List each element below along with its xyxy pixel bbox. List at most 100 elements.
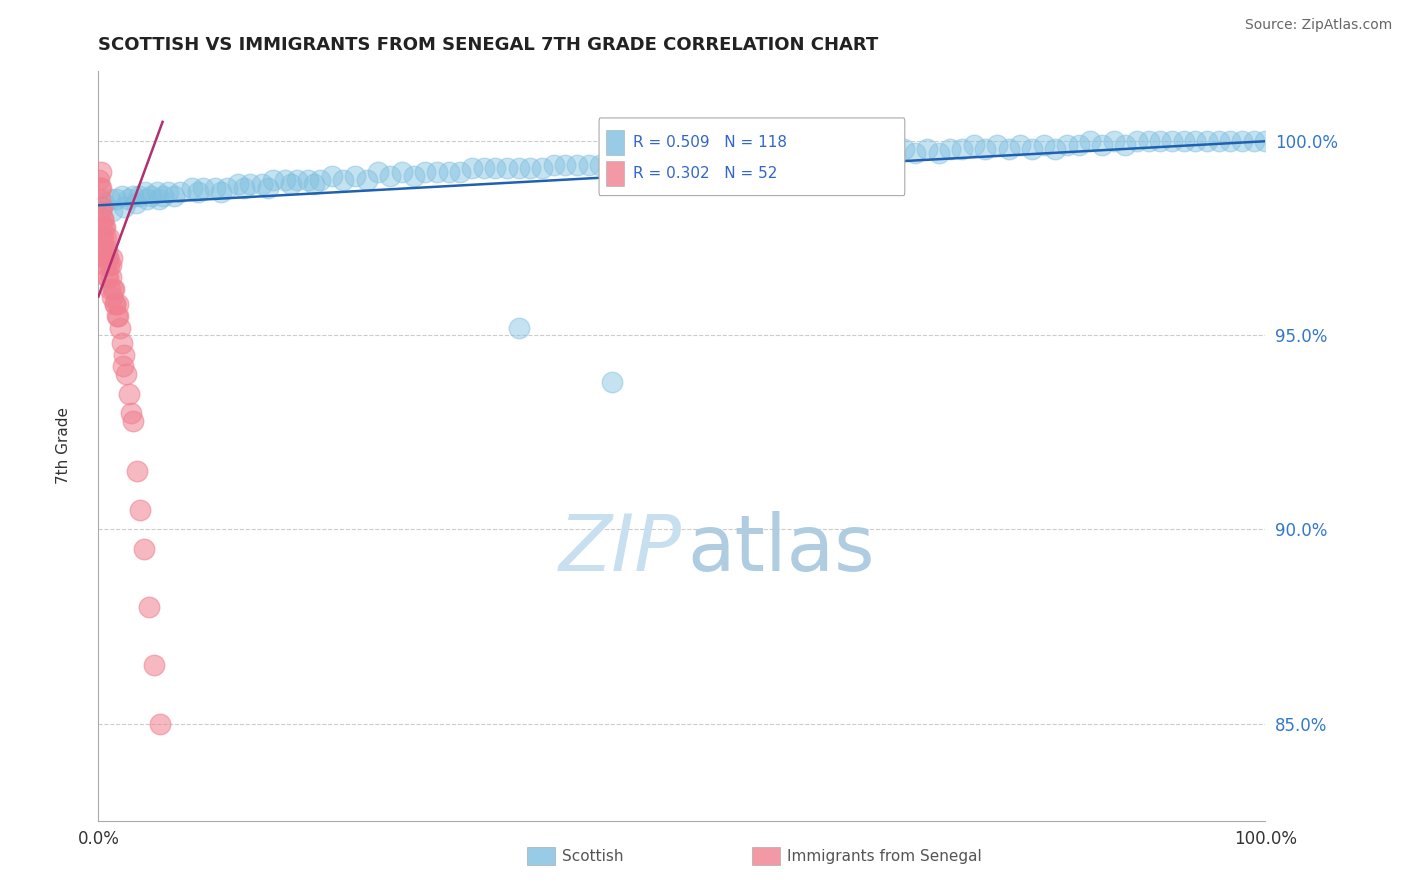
Point	[187, 185, 209, 199]
Point	[578, 157, 600, 171]
Point	[530, 161, 553, 176]
Point	[449, 165, 471, 179]
Point	[356, 173, 378, 187]
Point	[239, 177, 262, 191]
Point	[274, 173, 297, 187]
Point	[90, 219, 112, 234]
Point	[105, 309, 128, 323]
Point	[93, 196, 115, 211]
Point	[122, 188, 145, 202]
Point	[1208, 134, 1230, 148]
Point	[496, 161, 519, 176]
Point	[104, 193, 127, 207]
Point	[402, 169, 425, 184]
Point	[104, 297, 127, 311]
Point	[986, 138, 1008, 153]
Point	[118, 386, 141, 401]
Point	[107, 297, 129, 311]
Point	[730, 150, 752, 164]
Point	[91, 211, 114, 226]
Text: 7th Grade: 7th Grade	[56, 408, 70, 484]
Point	[304, 177, 326, 191]
Point	[180, 181, 202, 195]
Point	[132, 541, 155, 556]
Point	[437, 165, 460, 179]
Text: R = 0.302   N = 52: R = 0.302 N = 52	[633, 166, 778, 180]
Point	[98, 282, 121, 296]
Point	[309, 173, 332, 187]
Point	[1184, 134, 1206, 148]
Point	[893, 142, 915, 156]
Point	[93, 239, 115, 253]
Point	[149, 716, 172, 731]
Point	[89, 181, 111, 195]
Text: atlas: atlas	[688, 511, 876, 587]
Point	[89, 173, 111, 187]
Point	[321, 169, 343, 184]
Text: Scottish: Scottish	[562, 849, 624, 863]
Point	[111, 188, 134, 202]
Point	[380, 169, 402, 184]
Point	[962, 138, 984, 153]
Point	[1080, 134, 1102, 148]
Point	[1102, 134, 1125, 148]
Point	[508, 320, 530, 334]
Text: Immigrants from Senegal: Immigrants from Senegal	[787, 849, 983, 863]
Point	[98, 259, 121, 273]
Point	[233, 181, 256, 195]
Point	[209, 185, 232, 199]
Point	[1032, 138, 1054, 153]
Point	[111, 359, 134, 374]
Point	[834, 150, 856, 164]
Point	[928, 145, 950, 160]
Point	[148, 193, 170, 207]
Point	[741, 153, 763, 168]
FancyBboxPatch shape	[599, 118, 905, 195]
Point	[1126, 134, 1149, 148]
Point	[846, 145, 869, 160]
Point	[112, 200, 135, 214]
Point	[1161, 134, 1184, 148]
Point	[146, 185, 169, 199]
Point	[117, 193, 139, 207]
Point	[98, 193, 121, 207]
Point	[799, 145, 821, 160]
Point	[1137, 134, 1160, 148]
Point	[695, 153, 717, 168]
Point	[112, 348, 135, 362]
Point	[91, 231, 114, 245]
Point	[717, 153, 740, 168]
Point	[204, 181, 226, 195]
Point	[152, 188, 174, 202]
Text: Source: ZipAtlas.com: Source: ZipAtlas.com	[1244, 18, 1392, 32]
Point	[101, 282, 124, 296]
Point	[108, 320, 131, 334]
Point	[706, 150, 728, 164]
Point	[115, 367, 138, 381]
Point	[89, 165, 111, 179]
Point	[143, 658, 166, 673]
Point	[1045, 142, 1067, 156]
Point	[122, 414, 145, 428]
Point	[508, 161, 530, 176]
Point	[94, 231, 117, 245]
Point	[256, 181, 278, 195]
Point	[636, 153, 658, 168]
Point	[128, 188, 150, 202]
Point	[111, 336, 134, 351]
Point	[1021, 142, 1043, 156]
Point	[413, 165, 436, 179]
Point	[915, 142, 938, 156]
Point	[97, 231, 120, 245]
Point	[880, 145, 903, 160]
Point	[193, 181, 215, 195]
Point	[169, 185, 191, 199]
Point	[93, 219, 115, 234]
Point	[1010, 138, 1032, 153]
Point	[997, 142, 1019, 156]
Point	[215, 181, 238, 195]
Point	[97, 270, 120, 285]
Point	[939, 142, 962, 156]
Point	[647, 153, 669, 168]
Point	[1067, 138, 1090, 153]
